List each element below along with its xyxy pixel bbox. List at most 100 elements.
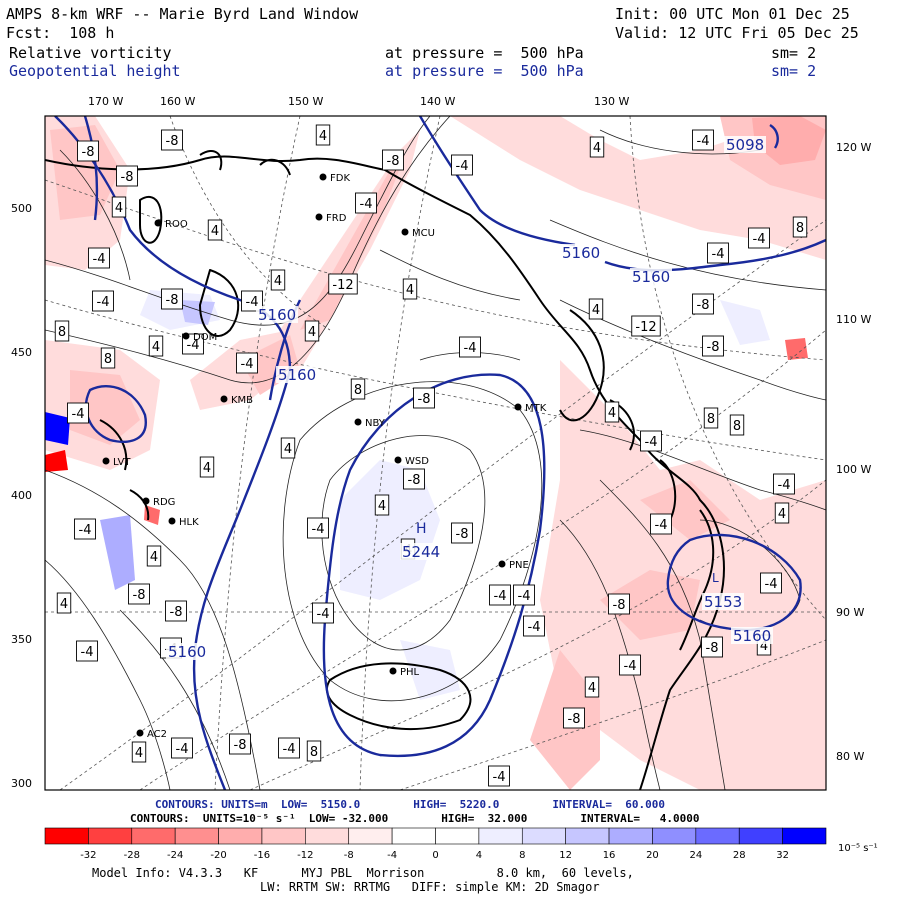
colorbar-label: -20 (210, 850, 226, 861)
vorticity-label: 4 (378, 499, 386, 514)
height-label-bg (560, 244, 602, 261)
vorticity-label: 4 (308, 325, 316, 340)
height-label: 5160 (562, 244, 600, 262)
station-marker (136, 729, 144, 737)
vorticity-label: -4 (464, 341, 477, 356)
vorticity-label-box (270, 269, 286, 291)
colorbar-label: -16 (254, 850, 270, 861)
vorticity-label-box (278, 737, 300, 759)
vorticity-label-box (729, 414, 745, 436)
vorticity-label-box (374, 494, 390, 516)
vorticity-contour-info: CONTOURS: UNITS=10⁻⁵ s⁻¹ LOW= -32.000 HI… (130, 812, 700, 825)
vorticity-label: 4 (760, 639, 768, 654)
vorticity-label: -4 (93, 252, 106, 267)
height-label: 5153 (704, 593, 742, 611)
vorticity-label-box (88, 247, 110, 269)
vorticity-label: 8 (104, 352, 112, 367)
height-label: 5160 (632, 268, 670, 286)
vorticity-label: 4 (778, 507, 786, 522)
vorticity-label-box (306, 740, 322, 762)
vorticity-label-box (774, 502, 790, 524)
vorticity-label-box (707, 242, 729, 264)
vorticity-label-box (451, 522, 473, 544)
vorticity-label: 4 (211, 224, 219, 239)
station-label: PHL (400, 667, 420, 678)
colorbar-swatch (565, 827, 610, 845)
vorticity-label-box (307, 517, 329, 539)
height-label-bg (400, 543, 442, 560)
vorticity-label-box (92, 290, 114, 312)
vorticity-label-box (701, 636, 723, 658)
colorbar-label: -32 (80, 850, 96, 861)
axis-label-layer: 170 W 160 W 150 W 140 W 130 W 120 W 110 W 100 W… (11, 95, 871, 800)
vorticity-label-box (355, 192, 377, 214)
vorticity-label: 4 (115, 201, 123, 216)
vorticity-label-box (128, 583, 150, 605)
colorbar-swatch (44, 827, 89, 845)
vorticity-label-box (111, 196, 127, 218)
vorticity-label-box (692, 129, 714, 151)
station-layer: FDK FRD MCU ROO DOM KMB NBY MTK LVT RDG HLK WSD PNE P… (102, 173, 547, 740)
station-marker (354, 418, 362, 426)
vorticity-label-box (604, 401, 620, 423)
vorticity-label: -4 (246, 295, 259, 310)
vorticity-label: -4 (655, 518, 668, 533)
vorticity-label-box (692, 293, 714, 315)
height-label-bg (724, 136, 766, 153)
colorbar-swatch (782, 827, 827, 845)
vorticity-label: -4 (528, 620, 541, 635)
chart-title: AMPS 8-km WRF -- Marie Byrd Land Window (6, 5, 359, 23)
height-label: 5160 (733, 627, 771, 645)
station-marker (315, 213, 323, 221)
vorticity-shading-strong-positive (45, 300, 215, 590)
model-info-line1: Model Info: V4.3.3 KF MYJ PBL Morrison 8… (92, 866, 634, 880)
colorbar-label: 4 (476, 850, 482, 861)
station-label: AC2 (147, 729, 167, 740)
vorticity-label: 4 (608, 406, 616, 421)
vorticity-label-box (489, 584, 511, 606)
vorticity-label: -4 (360, 197, 373, 212)
colorbar-swatch (218, 827, 263, 845)
top-lon-label: 130 W (594, 95, 629, 108)
vorticity-label-box (631, 315, 661, 337)
vorticity-label: -4 (283, 742, 296, 757)
colorbar-swatch (478, 827, 523, 845)
colorbar-label: 32 (776, 850, 789, 861)
station-marker (389, 667, 397, 675)
station-marker (220, 395, 228, 403)
vorticity-label-box (413, 387, 435, 409)
vorticity-label: -8 (613, 598, 626, 613)
colorbar-label: -4 (387, 850, 397, 861)
vorticity-label: -12 (635, 320, 656, 335)
colorbar-unit: 10⁻⁵ s⁻¹ (838, 843, 878, 854)
vorticity-label: -4 (778, 478, 791, 493)
vorticity-label: -4 (72, 407, 85, 422)
station-marker (182, 332, 190, 340)
graticule (45, 116, 826, 790)
station-label: HLK (179, 517, 199, 528)
vorticity-label-box (760, 572, 782, 594)
vorticity-label-box (650, 513, 672, 535)
station-marker (498, 560, 506, 568)
vorticity-label: 4 (203, 461, 211, 476)
vorticity-label-box (748, 227, 770, 249)
colorbar-swatch (391, 827, 436, 845)
vorticity-label: -8 (82, 145, 95, 160)
vorticity-label-box (171, 737, 193, 759)
right-lon-label: 100 W (836, 463, 871, 476)
top-lon-label: 140 W (420, 95, 455, 108)
colorbar-label: 24 (689, 850, 702, 861)
left-tick-label: 400 (11, 489, 32, 502)
vorticity-label-box (523, 615, 545, 637)
colorbar-label: -12 (297, 850, 313, 861)
vorticity-label: 8 (58, 325, 66, 340)
vorticity-label-box (148, 335, 164, 357)
colorbar-swatch (305, 827, 350, 845)
vorticity-label: -4 (765, 577, 778, 592)
vorticity-label-box (199, 456, 215, 478)
right-lon-label: 90 W (836, 606, 864, 619)
vorticity-label-box (402, 278, 418, 300)
right-lon-label: 120 W (836, 141, 871, 154)
station-marker (102, 457, 110, 465)
station-marker (394, 456, 402, 464)
